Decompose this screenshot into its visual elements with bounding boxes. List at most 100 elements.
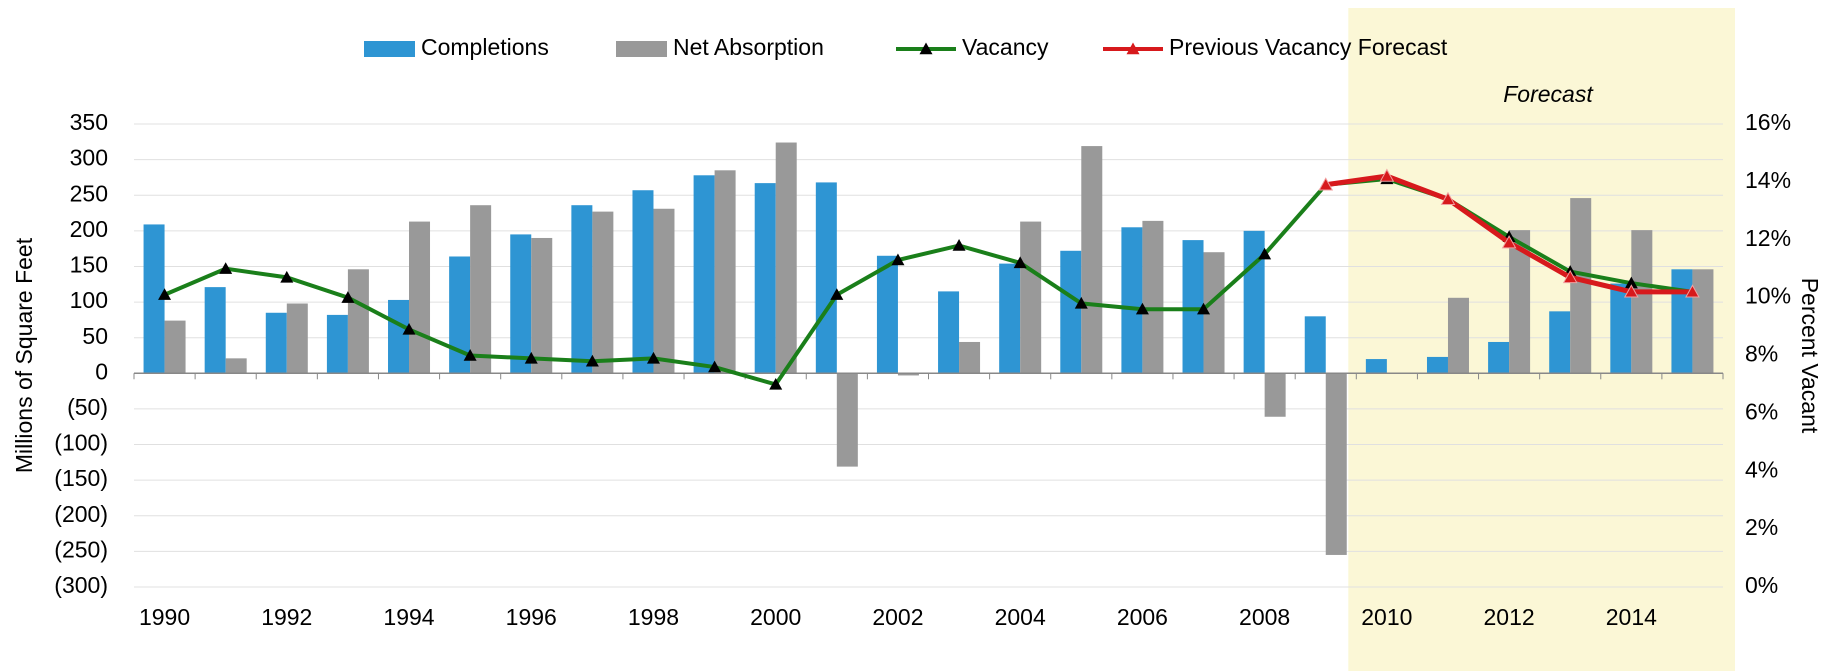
y-tick-label: (200) xyxy=(54,501,108,527)
bar xyxy=(1182,240,1204,374)
y2-tick-label: 12% xyxy=(1745,225,1791,251)
x-tick-label: 2012 xyxy=(1484,604,1535,630)
marker xyxy=(280,270,294,283)
bar xyxy=(938,291,960,374)
bar xyxy=(1243,230,1265,374)
bar xyxy=(592,211,614,374)
bar xyxy=(754,183,776,374)
y2-tick-label: 16% xyxy=(1745,109,1791,135)
bar xyxy=(815,182,837,374)
y-tick-label: 300 xyxy=(70,145,108,171)
bar xyxy=(1060,250,1082,374)
bar xyxy=(388,299,410,374)
x-tick-label: 2004 xyxy=(995,604,1046,630)
bar xyxy=(204,287,226,374)
bar xyxy=(1121,227,1143,374)
bar xyxy=(470,205,492,374)
bar xyxy=(775,142,797,374)
marker xyxy=(646,351,660,364)
bar xyxy=(959,341,981,374)
bar xyxy=(999,263,1021,374)
marker xyxy=(1135,302,1149,315)
bar xyxy=(1570,198,1592,374)
bar xyxy=(1447,297,1469,374)
x-tick-label: 2008 xyxy=(1239,604,1290,630)
marker xyxy=(524,351,538,364)
marker xyxy=(402,322,416,335)
bar xyxy=(1692,269,1714,374)
bar xyxy=(1325,373,1347,555)
bar xyxy=(1081,146,1103,374)
bar xyxy=(571,205,593,374)
x-tick-label: 2006 xyxy=(1117,604,1168,630)
bar xyxy=(1142,220,1164,374)
y-tick-label: 250 xyxy=(70,180,108,206)
y-tick-label: (50) xyxy=(67,394,108,420)
bar xyxy=(286,303,308,374)
bar xyxy=(1020,221,1042,374)
marker xyxy=(158,288,172,300)
legend-swatch xyxy=(364,41,415,57)
marker xyxy=(769,377,783,390)
y-tick-label: (150) xyxy=(54,465,108,491)
marker xyxy=(1258,247,1272,260)
marker xyxy=(1623,284,1639,298)
marker xyxy=(1440,191,1456,205)
y2-tick-label: 4% xyxy=(1745,456,1778,482)
marker xyxy=(463,349,477,361)
marker xyxy=(1562,269,1578,284)
x-tick-label: 1996 xyxy=(506,604,557,630)
forecast-region xyxy=(1348,8,1735,671)
y-tick-label: 150 xyxy=(70,252,108,278)
x-tick-label: 2000 xyxy=(750,604,801,630)
bar xyxy=(164,320,186,374)
y-axis-title: Millions of Square Feet xyxy=(11,237,37,473)
x-tick-label: 2002 xyxy=(872,604,923,630)
bar xyxy=(1488,341,1510,374)
y2-tick-label: 6% xyxy=(1745,398,1778,424)
y-tick-label: 200 xyxy=(70,216,108,242)
bar xyxy=(347,269,369,374)
marker xyxy=(1685,284,1700,298)
y-tick-label: (250) xyxy=(54,536,108,562)
y2-axis-title: Percent Vacant xyxy=(1797,278,1823,434)
legend-label: Completions xyxy=(421,34,549,60)
bar xyxy=(836,373,858,467)
x-tick-label: 2014 xyxy=(1606,604,1657,630)
bar xyxy=(265,312,287,374)
y2-tick-label: 14% xyxy=(1745,167,1791,193)
x-tick-label: 1994 xyxy=(383,604,434,630)
x-tick-label: 2010 xyxy=(1361,604,1412,630)
marker xyxy=(219,262,233,274)
y-tick-label: (300) xyxy=(54,572,108,598)
legend-label: Vacancy xyxy=(962,34,1049,60)
bar xyxy=(409,221,431,374)
x-tick-label: 1998 xyxy=(628,604,679,630)
bar xyxy=(897,373,919,376)
bar xyxy=(510,234,532,374)
y-tick-label: 100 xyxy=(70,287,108,313)
bar xyxy=(1509,230,1531,374)
marker xyxy=(1624,276,1638,289)
bar xyxy=(1365,359,1387,374)
marker xyxy=(341,291,355,303)
bar xyxy=(1671,269,1693,374)
bar xyxy=(693,175,715,374)
marker xyxy=(1013,256,1027,269)
bar xyxy=(1264,373,1286,417)
legend-swatch xyxy=(616,41,667,57)
marker xyxy=(1197,302,1211,315)
bar xyxy=(225,358,247,374)
bar xyxy=(653,208,675,374)
bar xyxy=(714,170,736,374)
bar xyxy=(449,256,471,374)
bar xyxy=(326,314,348,374)
marker xyxy=(1074,296,1088,309)
bar xyxy=(1631,230,1653,374)
bar xyxy=(632,190,654,374)
y-tick-label: (100) xyxy=(54,430,108,456)
y2-tick-label: 8% xyxy=(1745,341,1778,367)
bar xyxy=(143,224,165,374)
y-tick-label: 50 xyxy=(82,323,108,349)
